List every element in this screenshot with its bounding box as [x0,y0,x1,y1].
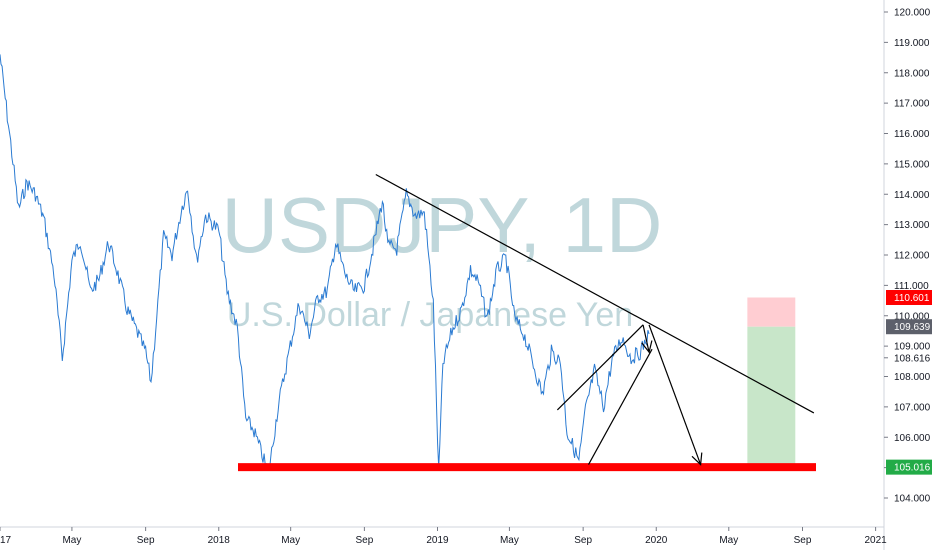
wedge-line [556,324,644,411]
price-tick-label: 120.000 [894,8,931,19]
name-watermark: U.S. Dollar / Japanese Yen [227,296,633,334]
time-tick-label: May [281,535,300,546]
price-tick-label: 107.000 [894,402,931,413]
arrow-head [641,340,653,354]
price-series-line [0,54,650,471]
price-tick-label: 113.000 [894,220,930,231]
price-badge [886,319,932,335]
time-tick-label: 17 [0,535,12,546]
time-tick-label: Sep [137,535,155,546]
plot-area[interactable] [0,54,816,472]
price-tick-label: 116.000 [894,129,930,140]
price-tick-label: 117.000 [894,99,930,110]
support-line [238,463,816,472]
price-tick-label: 104.000 [894,494,931,505]
time-tick-label: Sep [794,535,812,546]
price-axis[interactable]: 104.000105.000106.000107.000108.000109.0… [883,0,932,550]
time-tick-label: 2019 [426,535,449,546]
price-tick-label: 108.000 [894,372,931,383]
arrow-shaft [648,324,702,465]
arrow-shaft [642,324,650,353]
time-tick-label: 2021 [864,535,887,546]
symbol-watermark: USDJPY, 1D [222,181,663,269]
price-tick-label: 112.000 [894,251,930,262]
price-tick-label: 115.000 [894,159,930,170]
price-badge-label: 109.639 [894,322,931,333]
time-tick-label: Sep [574,535,592,546]
price-value-label: 108.616 [894,353,931,364]
time-tick-label: May [500,535,519,546]
trendline [375,173,815,414]
price-badge [886,459,932,475]
time-tick-label: May [719,535,738,546]
price-badge [886,289,932,305]
price-tick-label: 114.000 [894,190,930,201]
price-tick-label: 119.000 [894,38,930,49]
price-tick-label: 109.000 [894,342,931,353]
arrow-head [691,452,703,466]
price-tick-label: 111.000 [894,281,929,292]
time-tick-label: May [62,535,81,546]
time-axis[interactable]: 17 May Sep 2018 May Sep 2019 May Sep 2020 May Sep 20… [0,526,887,546]
price-tick-label: 118.000 [894,68,930,79]
time-tick-label: 2020 [645,535,668,546]
symbol-watermark-group: USDJPY, 1D U.S. Dollar / Japanese Yen [222,181,663,334]
stop-loss-zone [747,297,796,327]
price-badge-label: 105.016 [894,463,931,474]
wedge-line [588,348,653,465]
time-tick-label: 2018 [208,535,231,546]
time-tick-label: Sep [355,535,373,546]
price-tick-label: 106.000 [894,433,931,444]
price-tick-label: 110.000 [894,311,930,322]
price-badge-label: 110.601 [894,293,930,304]
take-profit-zone [747,326,796,468]
